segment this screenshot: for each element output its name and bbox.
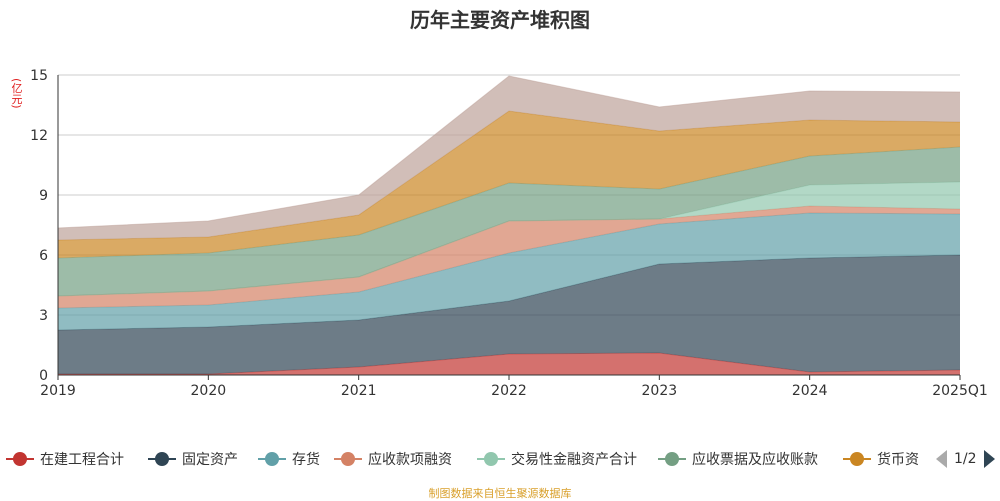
axes: 0 3 6 9 12 15 2019 2020 2021 2022 2023 2024 2025Q1	[30, 68, 988, 399]
x-tick-label: 2025Q1	[932, 383, 988, 399]
legend-page-indicator: 1/2	[954, 451, 977, 467]
area-series-1[interactable]	[58, 255, 960, 374]
area-series-edge-7	[57, 75, 961, 229]
legend-item[interactable]: 应收票据及应收账款	[658, 448, 818, 470]
legend-item-label: 固定资产	[182, 452, 238, 468]
area-series-6[interactable]	[58, 111, 960, 258]
legend-item[interactable]: 在建工程合计	[6, 448, 124, 470]
legend-item-label: 存货	[292, 452, 320, 468]
chart-title: 历年主要资产堆积图	[410, 8, 590, 32]
x-tick-label: 2022	[491, 383, 527, 399]
legend-item[interactable]: 应收款项融资	[334, 448, 452, 470]
legend-item[interactable]: 交易性金融资产合计	[477, 448, 637, 470]
legend-marker-icon	[6, 452, 34, 466]
y-tick-label: 15	[30, 68, 48, 84]
area-series-4[interactable]	[58, 182, 960, 296]
legend-item[interactable]: 固定资产	[148, 448, 238, 470]
area-series	[57, 75, 961, 375]
x-tick-label: 2023	[642, 383, 678, 399]
legend-item[interactable]: 存货	[258, 448, 320, 470]
legend-item[interactable]: 货币资	[843, 448, 919, 470]
legend-item-label: 在建工程合计	[40, 452, 124, 468]
y-tick-label: 9	[39, 188, 48, 204]
legend-item-label: 应收票据及应收账款	[692, 452, 818, 468]
legend-marker-icon	[334, 452, 362, 466]
area-series-7[interactable]	[58, 76, 960, 240]
y-tick-label: 12	[30, 128, 48, 144]
data-source-note: 制图数据来自恒生聚源数据库	[428, 487, 572, 500]
y-tick-label: 6	[39, 248, 48, 264]
legend-item-label: 货币资	[877, 452, 919, 468]
legend-next-page-icon[interactable]	[983, 450, 995, 468]
x-tick-label: 2020	[191, 383, 227, 399]
x-tick-label: 2021	[341, 383, 377, 399]
area-series-5[interactable]	[58, 147, 960, 296]
legend: 1/2 在建工程合计 固定资产 存货 应收款项融资 交易性金融资产合计 应收票据及应收账款…	[0, 448, 1000, 472]
legend-pager: 1/2	[936, 448, 995, 470]
legend-marker-icon	[843, 452, 871, 466]
area-series-3[interactable]	[58, 206, 960, 308]
legend-item-label: 应收款项融资	[368, 452, 452, 468]
x-tick-label: 2024	[792, 383, 828, 399]
legend-marker-icon	[148, 452, 176, 466]
x-tick-label: 2019	[40, 383, 76, 399]
y-tick-label: 3	[39, 308, 48, 324]
area-series-0[interactable]	[58, 353, 960, 375]
legend-marker-icon	[477, 452, 505, 466]
legend-marker-icon	[258, 452, 286, 466]
legend-item-label: 交易性金融资产合计	[511, 452, 637, 468]
legend-prev-page-icon[interactable]	[936, 450, 947, 468]
y-axis-unit-label: (亿元)	[10, 78, 23, 109]
y-tick-label: 0	[39, 368, 48, 384]
legend-marker-icon	[658, 452, 686, 466]
area-series-2[interactable]	[58, 213, 960, 330]
